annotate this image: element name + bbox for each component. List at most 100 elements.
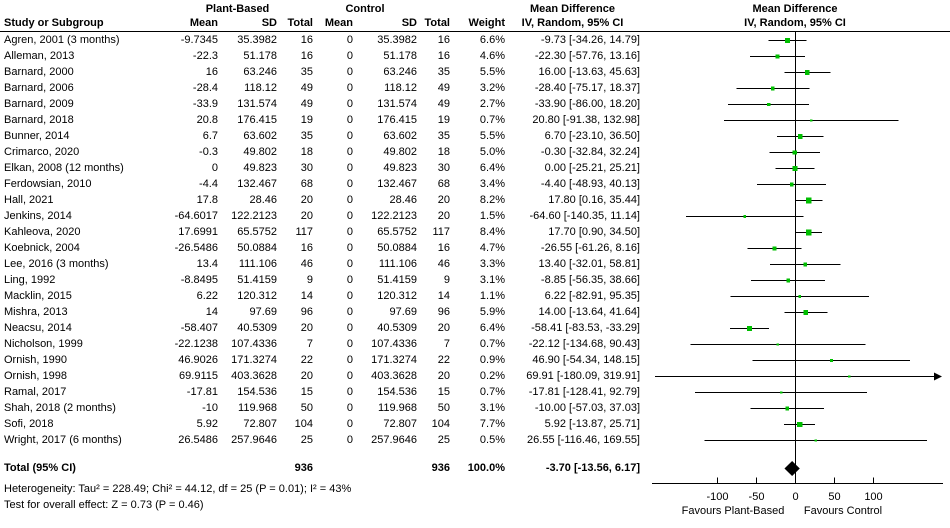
weight-cell: 1.5% bbox=[479, 210, 505, 222]
sd-plant-cell: 120.312 bbox=[237, 290, 277, 302]
total-plant-cell: 7 bbox=[306, 338, 313, 350]
sd-control-cell: 40.5309 bbox=[377, 322, 417, 334]
total-plant-cell: 9 bbox=[306, 274, 313, 286]
study-row: Mishra, 2013 14 97.69 96 0 97.69 96 5.9% 14.00 [… bbox=[4, 304, 950, 320]
study-name: Lee, 2016 (3 months) bbox=[4, 258, 109, 270]
mean-plant-cell: 16 bbox=[205, 66, 218, 78]
sd-plant-cell: 111.106 bbox=[238, 258, 277, 270]
sd-control-cell: 176.415 bbox=[377, 114, 417, 126]
mean-control-cell: 0 bbox=[346, 258, 353, 270]
study-row: Barnard, 2009 -33.9 131.574 49 0 131.574 49 2.7… bbox=[4, 96, 950, 112]
study-name: Jenkins, 2014 bbox=[4, 210, 72, 222]
study-name: Sofi, 2018 bbox=[4, 418, 54, 430]
total-control-cell: 20 bbox=[437, 322, 450, 334]
study-name: Kahleova, 2020 bbox=[4, 226, 81, 238]
md-ci-cell: -10.00 [-57.03, 37.03] bbox=[534, 402, 640, 414]
study-row: Barnard, 2000 16 63.246 35 0 63.246 35 5.5% 16.0… bbox=[4, 64, 950, 80]
study-name: Koebnick, 2004 bbox=[4, 242, 80, 254]
mean-plant-cell: -22.1238 bbox=[174, 338, 218, 350]
study-name: Ling, 1992 bbox=[4, 274, 56, 286]
favours-right-label: Favours Control bbox=[804, 505, 882, 517]
mean-control-cell: 0 bbox=[346, 34, 353, 46]
weight-cell: 6.4% bbox=[479, 322, 505, 334]
mean-plant-cell: 0 bbox=[211, 162, 218, 174]
mean-control-cell: 0 bbox=[346, 354, 353, 366]
total-md: -3.70 [-13.56, 6.17] bbox=[545, 462, 640, 474]
sd-control-cell: 107.4336 bbox=[371, 338, 417, 350]
col-header-study: Study or Subgroup bbox=[4, 17, 104, 29]
total-control-cell: 68 bbox=[437, 178, 450, 190]
weight-cell: 6.6% bbox=[479, 34, 505, 46]
col-header-total-c: Total bbox=[424, 17, 450, 29]
group-header-control: Control bbox=[345, 3, 385, 15]
study-row: Lee, 2016 (3 months) 13.4 111.106 46 0 111.10… bbox=[4, 256, 950, 272]
total-control-cell: 14 bbox=[437, 290, 450, 302]
sd-plant-cell: 63.602 bbox=[243, 130, 277, 142]
sd-control-cell: 50.0884 bbox=[377, 242, 417, 254]
md-ci-cell: -33.90 [-86.00, 18.20] bbox=[534, 98, 640, 110]
total-control-cell: 96 bbox=[437, 306, 450, 318]
total-control-cell: 35 bbox=[437, 66, 450, 78]
total-control-cell: 15 bbox=[437, 386, 450, 398]
mean-plant-cell: 46.9026 bbox=[178, 354, 218, 366]
weight-cell: 3.1% bbox=[479, 402, 505, 414]
sd-plant-cell: 72.807 bbox=[243, 418, 277, 430]
total-plant-cell: 46 bbox=[300, 258, 313, 270]
axis-tick-label: 0 bbox=[792, 491, 798, 503]
sd-control-cell: 72.807 bbox=[383, 418, 417, 430]
sd-control-cell: 119.968 bbox=[378, 402, 417, 414]
mean-plant-cell: -4.4 bbox=[199, 178, 218, 190]
study-name: Barnard, 2009 bbox=[4, 98, 74, 110]
md-ci-cell: 26.55 [-116.46, 169.55] bbox=[527, 434, 640, 446]
weight-cell: 1.1% bbox=[479, 290, 505, 302]
weight-cell: 8.4% bbox=[479, 226, 505, 238]
sd-control-cell: 49.823 bbox=[383, 162, 417, 174]
mean-control-cell: 0 bbox=[346, 210, 353, 222]
study-row: Alleman, 2013 -22.3 51.178 16 0 51.178 16 4.6% -… bbox=[4, 48, 950, 64]
md-ci-cell: -58.41 [-83.53, -33.29] bbox=[531, 322, 640, 334]
weight-cell: 3.3% bbox=[479, 258, 505, 270]
total-plant-cell: 16 bbox=[300, 34, 313, 46]
mean-plant-cell: -10 bbox=[202, 402, 218, 414]
weight-cell: 5.5% bbox=[479, 66, 505, 78]
study-row: Hall, 2021 17.8 28.46 20 0 28.46 20 8.2% 17.80 [… bbox=[4, 192, 950, 208]
study-name: Barnard, 2018 bbox=[4, 114, 74, 126]
weight-cell: 3.1% bbox=[479, 274, 505, 286]
sd-plant-cell: 154.536 bbox=[237, 386, 277, 398]
md-ci-cell: -9.73 [-34.26, 14.79] bbox=[540, 34, 640, 46]
mean-plant-cell: -26.5486 bbox=[174, 242, 218, 254]
col-header-mean-c: Mean bbox=[324, 17, 353, 29]
weight-cell: 0.7% bbox=[479, 338, 505, 350]
total-plant-cell: 30 bbox=[300, 162, 313, 174]
study-name: Ferdowsian, 2010 bbox=[4, 178, 92, 190]
total-plant-cell: 15 bbox=[300, 386, 313, 398]
sd-plant-cell: 122.2123 bbox=[231, 210, 277, 222]
mean-control-cell: 0 bbox=[346, 386, 353, 398]
total-row: Total (95% CI) 936 936 100.0% -3.70 [-13… bbox=[4, 460, 950, 476]
sd-control-cell: 118.12 bbox=[384, 82, 417, 94]
md-ci-cell: 13.40 [-32.01, 58.81] bbox=[538, 258, 640, 270]
mean-plant-cell: -64.6017 bbox=[174, 210, 218, 222]
md-ci-cell: 17.80 [0.16, 35.44] bbox=[548, 194, 640, 206]
mean-control-cell: 0 bbox=[346, 418, 353, 430]
total-control-cell: 16 bbox=[437, 50, 450, 62]
total-control-cell: 117 bbox=[432, 226, 450, 238]
md-ci-cell: 0.00 [-25.21, 25.21] bbox=[544, 162, 640, 174]
md-ci-cell: -22.30 [-57.76, 13.16] bbox=[534, 50, 640, 62]
weight-cell: 5.5% bbox=[479, 130, 505, 142]
md-ci-cell: 17.70 [0.90, 34.50] bbox=[548, 226, 640, 238]
mean-plant-cell: 13.4 bbox=[196, 258, 218, 270]
md-ci-cell: -64.60 [-140.35, 11.14] bbox=[529, 210, 641, 222]
total-plant-cell: 49 bbox=[300, 82, 313, 94]
total-control-cell: 18 bbox=[437, 146, 450, 158]
total-plant-cell: 22 bbox=[300, 354, 313, 366]
study-name: Mishra, 2013 bbox=[4, 306, 68, 318]
study-name: Nicholson, 1999 bbox=[4, 338, 83, 350]
weight-cell: 7.7% bbox=[479, 418, 505, 430]
study-row: Macklin, 2015 6.22 120.312 14 0 120.312 14 1.1%… bbox=[4, 288, 950, 304]
mean-control-cell: 0 bbox=[346, 50, 353, 62]
sd-control-cell: 65.5752 bbox=[377, 226, 417, 238]
weight-cell: 3.2% bbox=[479, 82, 505, 94]
mean-control-cell: 0 bbox=[346, 66, 353, 78]
md-ci-cell: -28.40 [-75.17, 18.37] bbox=[534, 82, 640, 94]
